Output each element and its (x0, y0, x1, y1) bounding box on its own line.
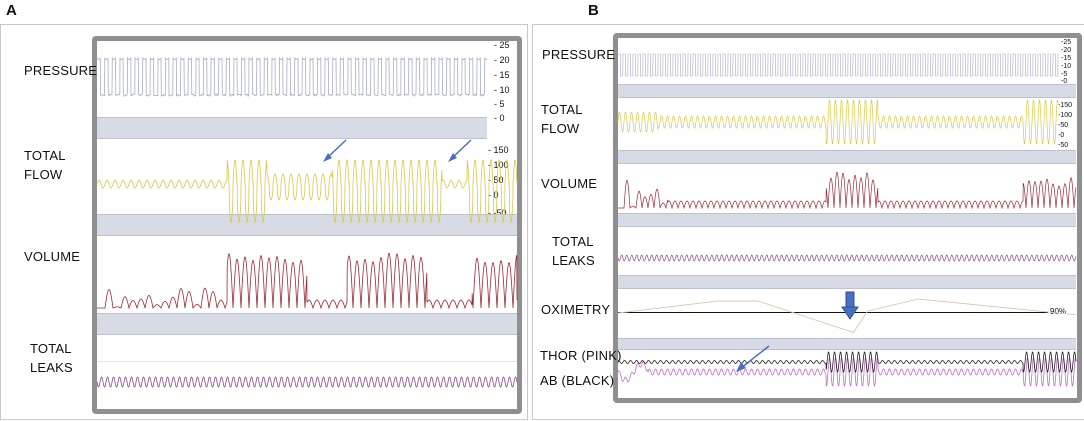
panel-a-letter: A (6, 2, 17, 19)
arrow-icon (323, 139, 347, 162)
b-oximetry-baseline (618, 312, 1048, 313)
b-separator-band (618, 84, 1076, 98)
a-leaks-trace (96, 376, 518, 388)
b-separator-band (618, 150, 1076, 164)
b-oximetry-label: OXIMETRY (541, 302, 611, 317)
a-volume-trace (97, 252, 518, 310)
a-pressure-tick: - 15 (494, 70, 510, 80)
oximetry-line (617, 298, 1077, 334)
arrow-icon (736, 345, 770, 372)
b-oximetry-value: 90% (1050, 307, 1067, 316)
leaks-line (617, 254, 1077, 262)
b-flow-tick: -50 (1058, 122, 1069, 129)
pressure-line (96, 56, 488, 97)
ab-line (617, 351, 1077, 373)
b-pressure-trace (618, 53, 1059, 77)
b-pressure-tick: -20 (1061, 47, 1072, 54)
down-arrow-icon (841, 291, 859, 320)
flow-line (96, 159, 518, 224)
a-flow-label: TOTAL FLOW (24, 148, 66, 182)
b-leaks-label: TOTAL LEAKS (552, 234, 595, 268)
b-flow-label: TOTAL FLOW (541, 102, 583, 136)
leaks-line (96, 376, 518, 388)
pressure-line (618, 53, 1059, 77)
a-pressure-tick: - 20 (494, 55, 510, 65)
a-flow-tick: - 150 (488, 145, 509, 155)
b-volume-label: VOLUME (541, 176, 598, 191)
a-pressure-tick: - 5 (494, 99, 505, 109)
thor-line (617, 357, 1077, 387)
b-pressure-tick: -5 (1061, 71, 1068, 78)
volume-line (97, 252, 518, 310)
a-pressure-trace (96, 56, 488, 97)
volume-line (618, 171, 1077, 210)
a-pressure-tick: - 0 (494, 113, 505, 123)
b-separator-band (618, 338, 1076, 350)
b-pressure-tick: -15 (1061, 55, 1072, 62)
b-separator-band (618, 275, 1076, 289)
b-volume-trace (618, 171, 1077, 210)
a-separator-band (97, 117, 487, 139)
b-oximetry-trace (617, 298, 1077, 334)
a-flow-tick: - 50 (488, 175, 504, 185)
b-flow-tick: -50 (1058, 142, 1069, 149)
a-separator-band (97, 313, 517, 335)
b-pressure-tick: -0 (1061, 78, 1068, 85)
panel-b-letter: B (588, 2, 599, 19)
arrow-icon (448, 139, 472, 162)
b-ab-label: AB (BLACK) (540, 373, 615, 388)
b-separator-band (618, 213, 1076, 227)
a-separator-band (97, 214, 517, 236)
b-flow-trace (617, 99, 1059, 145)
b-thor-label: THOR (PINK) (540, 348, 622, 363)
b-pressure-tick: -25 (1061, 39, 1072, 46)
flow-line (617, 99, 1059, 145)
b-pressure-label: PRESSURE (542, 47, 616, 62)
b-flow-tick: -100 (1058, 112, 1073, 119)
b-leaks-trace (617, 254, 1077, 262)
b-flow-tick: -0 (1058, 132, 1065, 139)
a-pressure-tick: - 25 (494, 40, 510, 50)
a-pressure-label: PRESSURE (24, 63, 98, 78)
a-gridline (97, 361, 517, 362)
b-pressure-tick: -10 (1061, 63, 1072, 70)
a-flow-trace (96, 159, 518, 224)
a-leaks-label: TOTAL LEAKS (30, 341, 73, 375)
b-flow-tick: -150 (1058, 102, 1073, 109)
a-pressure-tick: - 10 (494, 85, 510, 95)
a-flow-tick: - -50 (488, 208, 507, 218)
a-volume-label: VOLUME (24, 249, 81, 264)
b-thor-ab-trace (617, 351, 1077, 387)
